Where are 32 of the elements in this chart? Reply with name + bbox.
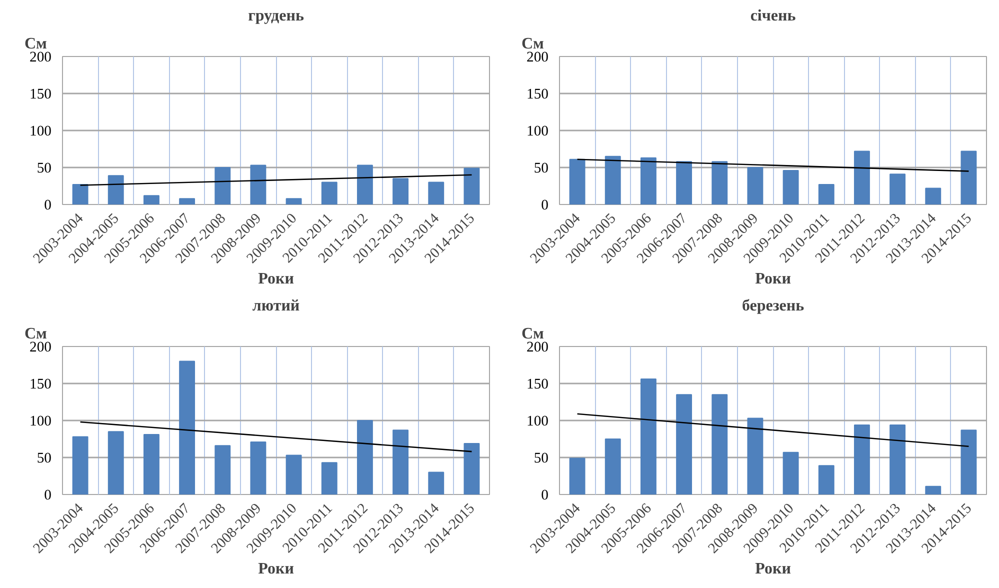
x-axis-title: Роки — [258, 560, 294, 578]
y-tick-label: 50 — [534, 160, 548, 176]
y-tick-label: 100 — [30, 414, 52, 430]
y-tick-label: 150 — [526, 86, 548, 102]
y-tick-label: 200 — [526, 50, 548, 66]
y-tick-label: 150 — [526, 376, 548, 392]
y-axis-title: См — [522, 36, 544, 52]
chart-title: грудень — [248, 8, 304, 24]
y-tick-label: 0 — [541, 488, 548, 504]
y-tick-label: 0 — [44, 198, 52, 214]
chart-title: січень — [750, 8, 796, 24]
y-axis-title: См — [24, 36, 48, 52]
y-axis-title: См — [24, 326, 48, 342]
y-tick-label: 100 — [30, 124, 52, 140]
chart-title: березень — [742, 298, 805, 314]
y-tick-label: 200 — [30, 340, 52, 356]
y-tick-label: 50 — [36, 160, 52, 176]
x-axis-title: Роки — [258, 270, 294, 288]
x-axis-title: Роки — [755, 560, 791, 578]
y-tick-label: 100 — [526, 124, 548, 140]
y-tick-label: 150 — [30, 376, 52, 392]
y-tick-label: 200 — [526, 340, 548, 356]
x-axis-title: Роки — [755, 270, 791, 288]
chart-title: лютий — [252, 298, 300, 314]
y-tick-label: 100 — [526, 414, 548, 430]
y-tick-label: 200 — [30, 50, 52, 66]
y-axis-title: См — [522, 326, 544, 342]
y-tick-label: 50 — [36, 450, 52, 466]
y-tick-label: 0 — [44, 488, 52, 504]
y-tick-label: 50 — [534, 450, 548, 466]
y-tick-label: 0 — [541, 198, 548, 214]
y-tick-label: 150 — [30, 86, 52, 102]
